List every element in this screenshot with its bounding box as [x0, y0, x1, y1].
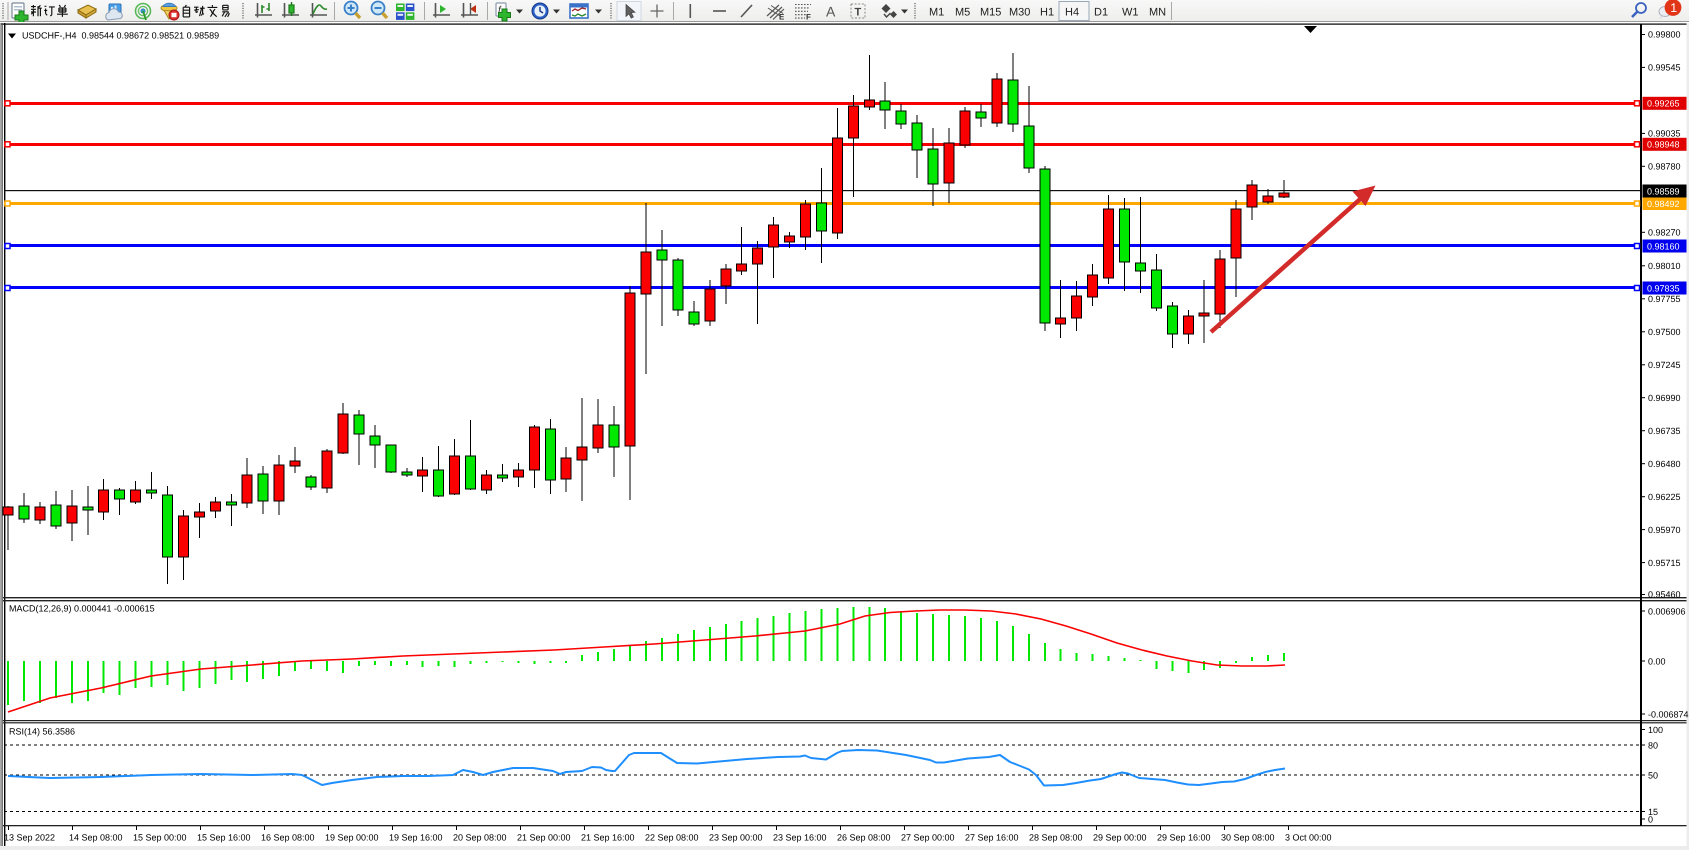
svg-text:0.006906: 0.006906 — [1648, 607, 1686, 617]
svg-text:0.97245: 0.97245 — [1648, 360, 1681, 370]
svg-text:M30: M30 — [1009, 7, 1030, 19]
svg-text:0.99800: 0.99800 — [1648, 30, 1681, 40]
svg-text:M15: M15 — [980, 7, 1001, 19]
svg-text:22 Sep 08:00: 22 Sep 08:00 — [645, 833, 699, 843]
svg-text:20 Sep 08:00: 20 Sep 08:00 — [453, 833, 507, 843]
svg-text:0.98160: 0.98160 — [1647, 241, 1680, 251]
svg-text:H4: H4 — [1065, 7, 1079, 19]
svg-text:15 Sep 00:00: 15 Sep 00:00 — [133, 833, 187, 843]
svg-text:21 Sep 00:00: 21 Sep 00:00 — [517, 833, 571, 843]
svg-text:23 Sep 16:00: 23 Sep 16:00 — [773, 833, 827, 843]
svg-text:H1: H1 — [1040, 7, 1054, 19]
svg-text:-0.006874: -0.006874 — [1648, 710, 1689, 720]
svg-text:0.98948: 0.98948 — [1647, 140, 1680, 150]
svg-text:0.97500: 0.97500 — [1648, 327, 1681, 337]
svg-text:0.99035: 0.99035 — [1648, 129, 1681, 139]
svg-text:13 Sep 2022: 13 Sep 2022 — [4, 833, 55, 843]
svg-text:USDCHF-,H4 0.98544 0.98672 0.: USDCHF-,H4 0.98544 0.98672 0.98521 0.985… — [22, 31, 219, 41]
svg-text:0.99545: 0.99545 — [1648, 63, 1681, 73]
svg-text:f: f — [498, 5, 502, 16]
svg-text:A: A — [826, 4, 836, 20]
svg-text:MACD(12,26,9) 0.000441 -0.0006: MACD(12,26,9) 0.000441 -0.000615 — [9, 604, 155, 614]
svg-text:0.95715: 0.95715 — [1648, 558, 1681, 568]
svg-text:3 Oct 00:00: 3 Oct 00:00 — [1285, 833, 1332, 843]
svg-text:1: 1 — [1670, 1, 1677, 15]
svg-text:23 Sep 00:00: 23 Sep 00:00 — [709, 833, 763, 843]
svg-text:29 Sep 00:00: 29 Sep 00:00 — [1093, 833, 1147, 843]
svg-text:0.00: 0.00 — [1648, 657, 1666, 667]
svg-text:0.98780: 0.98780 — [1648, 162, 1681, 172]
svg-text:30 Sep 08:00: 30 Sep 08:00 — [1221, 833, 1275, 843]
svg-text:T: T — [855, 7, 862, 19]
svg-text:0.98589: 0.98589 — [1647, 186, 1680, 196]
svg-text:15: 15 — [1648, 807, 1658, 817]
svg-text:80: 80 — [1648, 741, 1658, 751]
svg-text:0.95460: 0.95460 — [1648, 590, 1681, 600]
svg-text:RSI(14) 56.3586: RSI(14) 56.3586 — [9, 727, 75, 737]
svg-text:0.95970: 0.95970 — [1648, 525, 1681, 535]
svg-text:19 Sep 00:00: 19 Sep 00:00 — [325, 833, 379, 843]
svg-text:E: E — [779, 13, 785, 22]
svg-text:29 Sep 16:00: 29 Sep 16:00 — [1157, 833, 1211, 843]
svg-text:0.97755: 0.97755 — [1648, 294, 1681, 304]
svg-text:W1: W1 — [1122, 7, 1139, 19]
svg-text:0.98010: 0.98010 — [1648, 261, 1681, 271]
svg-text:27 Sep 00:00: 27 Sep 00:00 — [901, 833, 955, 843]
svg-text:14 Sep 08:00: 14 Sep 08:00 — [69, 833, 123, 843]
svg-text:26 Sep 08:00: 26 Sep 08:00 — [837, 833, 891, 843]
svg-text:M1: M1 — [929, 7, 944, 19]
svg-text:100: 100 — [1648, 725, 1663, 735]
svg-text:50: 50 — [1648, 771, 1658, 781]
svg-text:MN: MN — [1149, 7, 1166, 19]
svg-text:0.96990: 0.96990 — [1648, 393, 1681, 403]
svg-text:0.96480: 0.96480 — [1648, 459, 1681, 469]
svg-text:0.96225: 0.96225 — [1648, 492, 1681, 502]
svg-text:0.99265: 0.99265 — [1647, 99, 1680, 109]
svg-text:0.97835: 0.97835 — [1647, 283, 1680, 293]
svg-text:19 Sep 16:00: 19 Sep 16:00 — [389, 833, 443, 843]
svg-text:0.96735: 0.96735 — [1648, 426, 1681, 436]
svg-text:D1: D1 — [1094, 7, 1108, 19]
svg-text:0: 0 — [1648, 815, 1653, 825]
svg-text:28 Sep 08:00: 28 Sep 08:00 — [1029, 833, 1083, 843]
svg-text:M5: M5 — [955, 7, 970, 19]
svg-text:0.98270: 0.98270 — [1648, 228, 1681, 238]
svg-text:F: F — [806, 13, 811, 22]
svg-text:27 Sep 16:00: 27 Sep 16:00 — [965, 833, 1019, 843]
svg-text:15 Sep 16:00: 15 Sep 16:00 — [197, 833, 251, 843]
svg-text:16 Sep 08:00: 16 Sep 08:00 — [261, 833, 315, 843]
svg-text:21 Sep 16:00: 21 Sep 16:00 — [581, 833, 635, 843]
svg-text:0.98492: 0.98492 — [1647, 199, 1680, 209]
